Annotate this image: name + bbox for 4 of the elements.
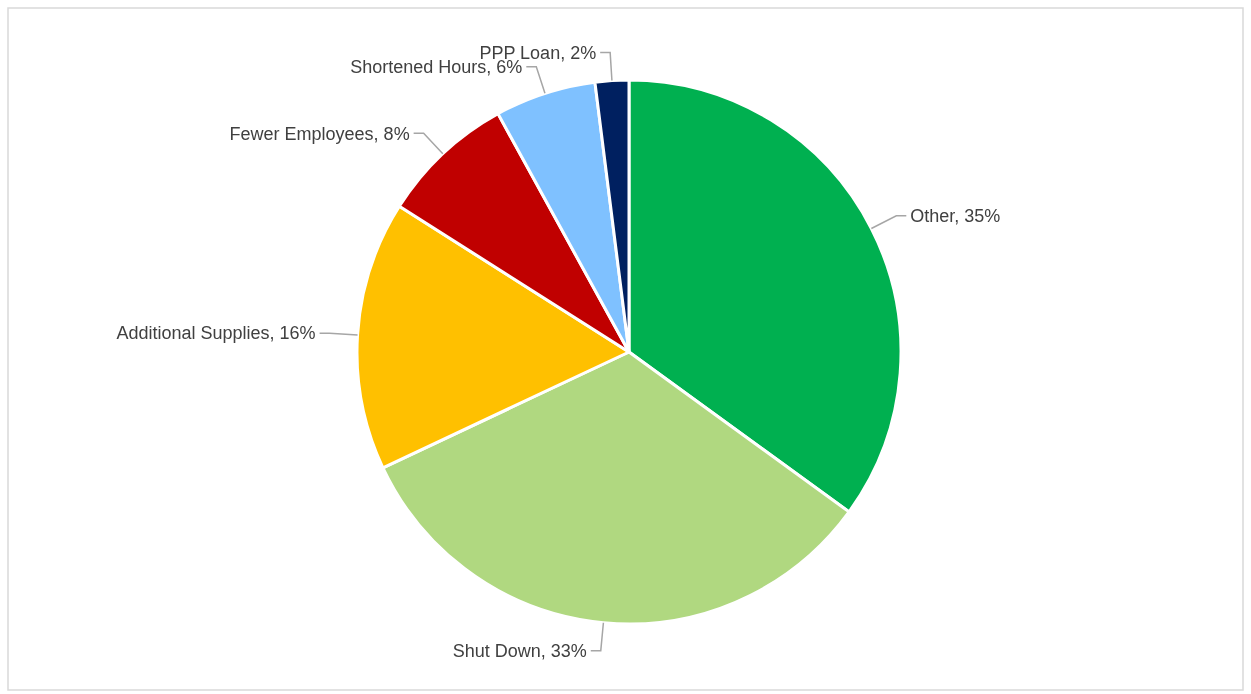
slice-label: Other, 35% [910,206,1001,227]
slice-label: Additional Supplies, 16% [116,323,316,344]
slice-label: Shut Down, 33% [452,640,587,661]
slice-label: Fewer Employees, 8% [229,123,410,144]
